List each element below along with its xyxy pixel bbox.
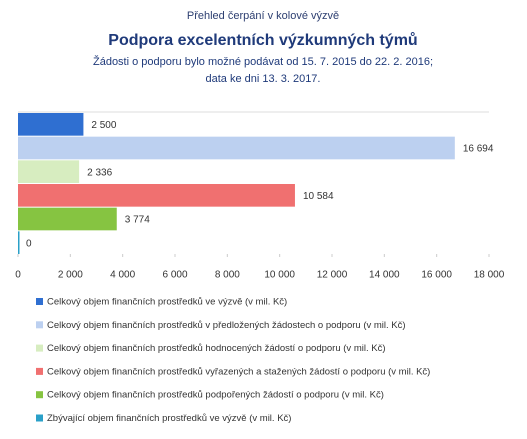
x-tick-label: 4 000 [110, 270, 135, 281]
legend-label: Celkový objem finančních prostředků vyřa… [47, 366, 430, 377]
chart-subtitle: Žádosti o podporu bylo možné podávat od … [93, 55, 433, 68]
bar [18, 231, 20, 254]
bar [18, 207, 117, 231]
value-label: 2 336 [87, 167, 112, 178]
chart-pretitle: Přehled čerpání v kolové výzvě [187, 10, 339, 22]
x-tick-label: 10 000 [264, 270, 295, 281]
bar [18, 184, 295, 207]
value-label: 0 [26, 238, 32, 249]
bar [18, 113, 84, 136]
x-tick-label: 6 000 [162, 270, 187, 281]
x-tick-label: 14 000 [369, 270, 400, 281]
legend-swatch [36, 344, 43, 352]
bar [18, 136, 455, 160]
x-tick-label: 18 000 [474, 270, 505, 281]
x-tick-label: 16 000 [421, 270, 452, 281]
legend-swatch [36, 414, 43, 422]
legend-label: Zbývající objem finančních prostředků ve… [47, 413, 291, 424]
chart-subtitle: data ke dni 13. 3. 2017. [206, 73, 321, 85]
bar [18, 160, 80, 183]
x-tick-label: 8 000 [215, 270, 240, 281]
legend-label: Celkový objem finančních prostředků ve v… [47, 297, 287, 308]
legend-swatch [36, 367, 43, 375]
x-tick-label: 2 000 [58, 270, 83, 281]
legend-label: Celkový objem finančních prostředků hodn… [47, 343, 385, 354]
x-tick-label: 12 000 [317, 270, 348, 281]
legend-swatch [36, 391, 43, 399]
chart-title: Podpora excelentních výzkumných týmů [108, 32, 417, 49]
value-label: 2 500 [91, 120, 116, 131]
legend-swatch [36, 321, 43, 329]
legend-label: Celkový objem finančních prostředků v př… [47, 320, 406, 331]
value-label: 16 694 [463, 144, 494, 155]
value-label: 10 584 [303, 191, 334, 202]
value-label: 3 774 [125, 215, 150, 226]
legend-swatch [36, 298, 43, 305]
legend-label: Celkový objem finančních prostředků podp… [47, 390, 384, 401]
x-tick-label: 0 [15, 270, 21, 281]
